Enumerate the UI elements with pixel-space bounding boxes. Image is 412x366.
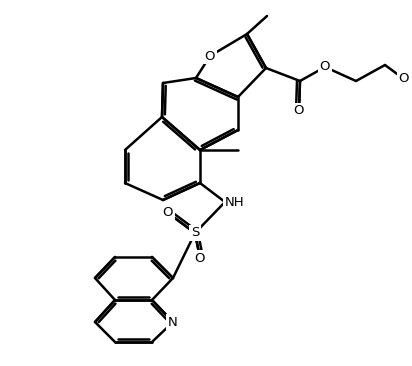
Text: NH: NH [225, 195, 245, 209]
Text: O: O [320, 60, 330, 74]
Text: O: O [399, 72, 409, 86]
Text: O: O [205, 49, 215, 63]
Text: O: O [294, 105, 304, 117]
Text: O: O [195, 251, 205, 265]
Text: S: S [191, 227, 199, 239]
Text: O: O [163, 206, 173, 220]
Text: N: N [168, 315, 178, 329]
